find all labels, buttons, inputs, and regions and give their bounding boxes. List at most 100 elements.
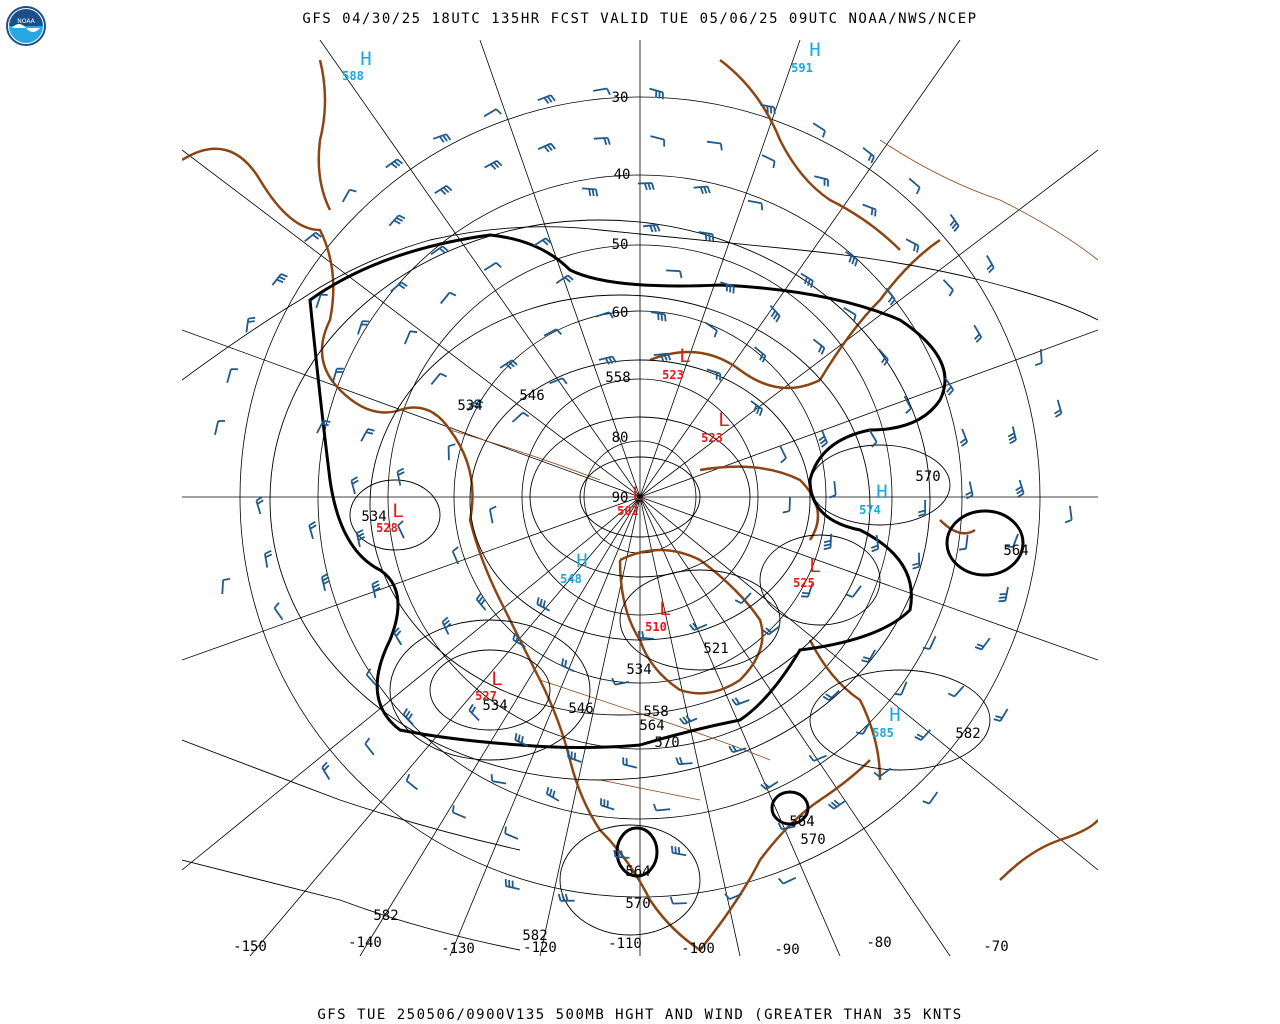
contour-label: 570 (654, 735, 679, 751)
wind-barb (432, 133, 452, 143)
wind-barb (959, 428, 969, 447)
wind-barb (777, 822, 796, 831)
longitude-labels: -150 -140 -130 -120 -110 -100 -90 -80 -7… (233, 935, 1009, 958)
wind-barb (315, 293, 328, 309)
wind-barb (914, 729, 932, 741)
low-marker: L (632, 483, 643, 505)
wind-barb (536, 597, 551, 612)
wind-barb (430, 372, 447, 385)
wind-barb (308, 521, 317, 540)
lon-label-150: -150 (233, 939, 267, 955)
wind-barb (760, 781, 779, 791)
wind-barb (600, 798, 615, 811)
wind-barb (769, 304, 781, 323)
lat-label-80: 80 (612, 430, 629, 446)
wind-barb (731, 697, 750, 706)
low-marker: L (679, 345, 690, 367)
height-contours-bold (308, 233, 1025, 878)
high-value: 574 (859, 503, 881, 517)
height-contours (182, 219, 1098, 951)
wind-barb (357, 320, 370, 335)
wind-barb (511, 411, 530, 423)
wind-barb (643, 223, 661, 233)
wind-barb (637, 630, 654, 640)
wind-barbs (214, 87, 1073, 905)
wind-barb (949, 213, 960, 232)
wind-barb (512, 632, 526, 648)
wind-barb (582, 187, 599, 197)
wind-barb (905, 238, 920, 253)
wind-barb (321, 573, 331, 592)
lon-label-130: -130 (441, 941, 475, 957)
contour-label: 582 (373, 908, 398, 924)
high-marker: H (360, 48, 371, 70)
wind-barb (922, 635, 937, 650)
low-value: 502 (617, 504, 639, 518)
wind-barb (855, 721, 871, 735)
wind-barb (593, 87, 611, 96)
wind-barb (226, 368, 238, 383)
wind-barb (688, 622, 708, 631)
forecast-title: GFS 04/30/25 18UTC 135HR FCST VALID TUE … (302, 11, 978, 27)
low-value: 525 (793, 576, 815, 590)
wind-barb (944, 377, 954, 396)
wind-barb (666, 269, 683, 279)
wind-barb (365, 668, 377, 686)
wind-barb (861, 649, 876, 663)
lon-label-110: -110 (608, 936, 642, 952)
lat-label-50: 50 (612, 237, 629, 253)
low-marker: L (718, 409, 729, 431)
low-marker: L (809, 555, 820, 577)
wind-barb (622, 757, 638, 769)
low-value: 510 (645, 620, 667, 634)
logo-text: NOAA (17, 18, 35, 25)
wind-barb (514, 733, 529, 747)
wind-barb (304, 231, 322, 243)
wind-barb (221, 577, 231, 595)
wind-barb (364, 737, 375, 756)
wind-barb (845, 251, 859, 267)
wind-barb (873, 767, 892, 778)
wind-barb (828, 481, 837, 499)
wind-barb (779, 445, 787, 464)
contour-label: 534 (361, 509, 386, 525)
wind-barb (360, 428, 375, 442)
product-caption: GFS TUE 250506/0900V135 500MB HGHT AND W… (317, 1007, 963, 1023)
wind-barb (918, 499, 927, 517)
wind-barb (843, 306, 857, 322)
wind-barb (613, 849, 630, 859)
wind-barb (724, 892, 743, 901)
wind-barb (650, 135, 666, 147)
wind-barb (942, 279, 954, 297)
contour-label: 564 (1003, 543, 1028, 559)
borders (449, 139, 1098, 801)
wind-barb (332, 367, 344, 383)
lat-label-30: 30 (612, 90, 629, 106)
high-marker: H (809, 39, 820, 61)
latitude-labels: 30 40 50 60 80 90 (612, 90, 631, 506)
wind-barb (271, 273, 288, 286)
wind-barb (397, 520, 405, 539)
low-value: 523 (662, 368, 684, 382)
wind-barb (947, 685, 965, 698)
contour-label: 564 (625, 864, 650, 880)
wind-barb (499, 359, 518, 370)
wind-barb (704, 321, 718, 338)
wind-barb (451, 805, 467, 819)
wind-barb (350, 476, 359, 495)
wind-barb (862, 147, 875, 164)
wind-barb (385, 158, 404, 169)
wind-barb (1015, 479, 1025, 498)
wind-barb (549, 377, 568, 385)
wind-barb (403, 330, 418, 345)
wind-barb (489, 505, 497, 524)
high-value: 548 (560, 572, 582, 586)
wind-barb (862, 203, 877, 217)
contour-label: 582 (522, 928, 547, 944)
wind-barb (561, 658, 575, 673)
contour-label: 570 (915, 469, 940, 485)
wind-barb (1006, 533, 1019, 548)
wind-barb (402, 708, 414, 726)
contour-labels: 534 546 558 534 570 564 534 521 534 546 … (361, 370, 1028, 944)
wind-barb (728, 744, 747, 754)
